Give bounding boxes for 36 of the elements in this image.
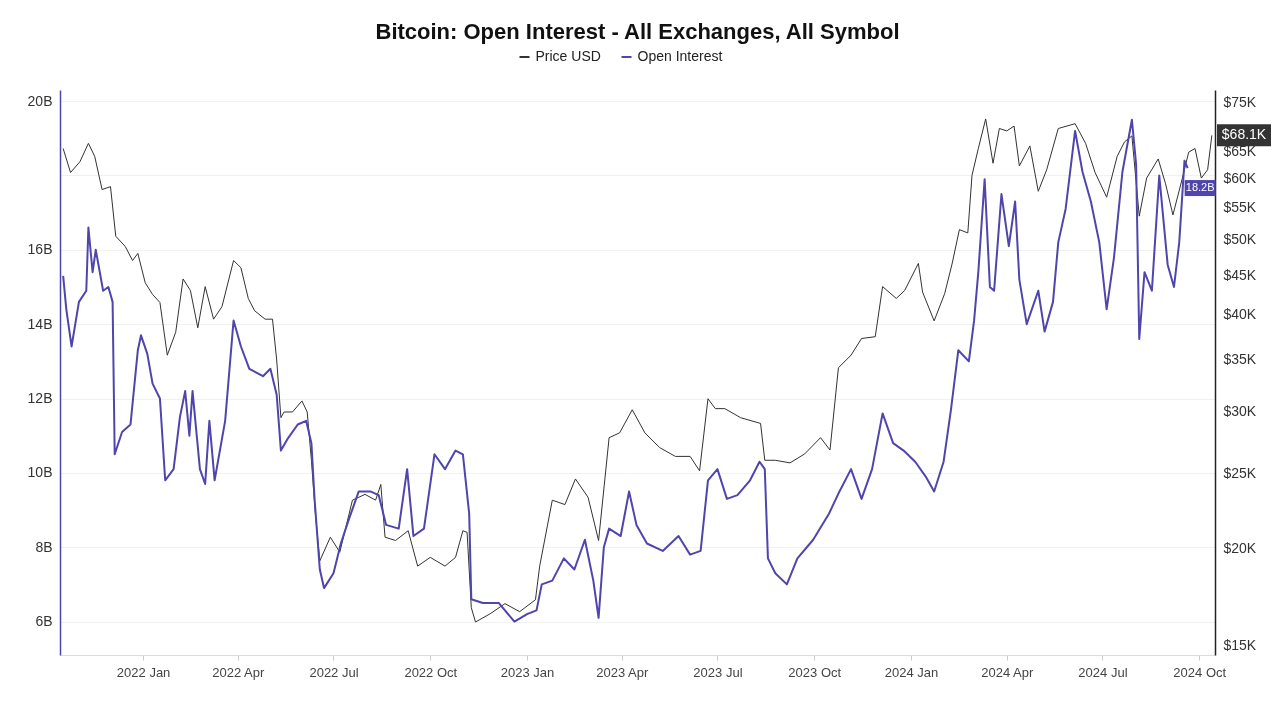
y2-tick-label: $15K xyxy=(1223,637,1257,654)
y-tick-label: 8B xyxy=(35,538,53,555)
y2-tick-label: $20K xyxy=(1223,540,1257,557)
y-tick-label: 12B xyxy=(27,390,53,407)
legend-label: Open Interest xyxy=(637,48,723,64)
y2-tick-label: $25K xyxy=(1223,465,1257,482)
data-label: 18.2B xyxy=(1185,181,1215,194)
x-tick-label: 2023 Apr xyxy=(596,664,649,680)
x-tick-label: 2024 Apr xyxy=(981,664,1034,680)
y2-tick-label: $45K xyxy=(1223,266,1257,283)
y-tick-label: 14B xyxy=(27,315,53,332)
x-tick-label: 2022 Apr xyxy=(212,664,265,680)
y2-tick-label: $65K xyxy=(1223,142,1257,159)
y2-tick-label: $35K xyxy=(1223,351,1257,368)
y2-tick-label: $60K xyxy=(1223,169,1257,186)
chart-title: Bitcoin: Open Interest - All Exchanges, All Symbol xyxy=(375,19,900,44)
y2-tick-label: $75K xyxy=(1223,94,1257,111)
y-tick-label: 10B xyxy=(27,464,53,481)
data-label: $68.1K xyxy=(1221,126,1267,143)
x-tick-label: 2023 Jul xyxy=(693,664,743,680)
x-tick-label: 2024 Oct xyxy=(1173,664,1227,680)
y-tick-label: 6B xyxy=(35,613,53,630)
x-tick-label: 2024 Jul xyxy=(1078,664,1128,680)
x-tick-label: 2022 Jul xyxy=(309,664,359,680)
y-tick-label: 20B xyxy=(27,92,53,109)
x-tick-label: 2023 Jan xyxy=(500,664,555,680)
x-tick-label: 2022 Oct xyxy=(404,664,458,680)
y2-tick-label: $30K xyxy=(1223,403,1257,420)
y2-tick-label: $40K xyxy=(1223,306,1257,323)
x-tick-label: 2023 Oct xyxy=(788,664,842,680)
y2-tick-label: $55K xyxy=(1223,198,1257,215)
x-tick-label: 2022 Jan xyxy=(116,664,171,680)
y2-tick-label: $50K xyxy=(1223,231,1257,248)
y-tick-label: 16B xyxy=(27,241,53,258)
legend-label: Price USD xyxy=(535,48,601,64)
x-tick-label: 2024 Jan xyxy=(884,664,939,680)
